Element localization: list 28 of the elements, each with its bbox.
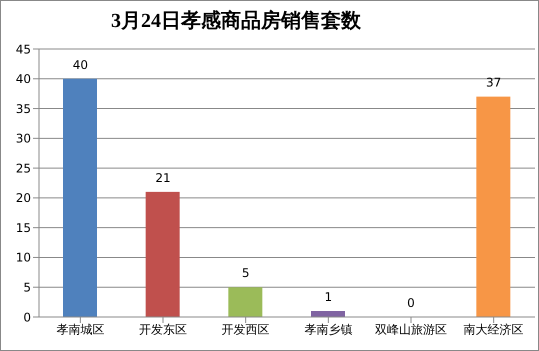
- y-tick-label: 30: [16, 132, 31, 146]
- x-tick-label: 双峰山旅游区: [375, 322, 447, 337]
- data-label: 40: [72, 58, 88, 72]
- x-tick-label: 南大经济区: [464, 322, 524, 337]
- bar: [146, 192, 180, 317]
- y-tick-label: 15: [16, 220, 31, 235]
- y-tick-label: 0: [23, 310, 31, 324]
- data-label: 21: [155, 170, 171, 185]
- data-label: 0: [407, 296, 415, 310]
- data-label: 1: [324, 290, 332, 304]
- y-tick-label: 40: [16, 72, 31, 86]
- y-tick-label: 35: [16, 102, 31, 116]
- data-label: 37: [486, 76, 502, 90]
- x-tick-label: 孝南城区: [56, 322, 104, 337]
- y-tick-label: 45: [16, 42, 31, 56]
- chart-title: 3月24日孝感商品房销售套数: [110, 8, 362, 34]
- y-tick-label: 25: [16, 161, 31, 176]
- bar: [63, 78, 97, 317]
- data-label: 5: [242, 266, 250, 280]
- bar: [228, 287, 262, 317]
- bar: [311, 311, 345, 317]
- y-tick-label: 10: [16, 250, 31, 265]
- x-tick-label: 开发东区: [139, 322, 187, 337]
- bar: [476, 96, 510, 317]
- x-tick-label: 开发西区: [222, 322, 270, 337]
- y-tick-label: 5: [23, 280, 31, 294]
- y-tick-label: 20: [16, 191, 31, 206]
- x-tick-label: 孝南乡镇: [304, 322, 352, 337]
